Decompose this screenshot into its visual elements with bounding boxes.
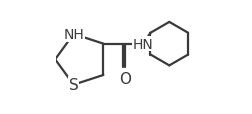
Text: O: O [119,71,131,86]
Text: HN: HN [133,37,154,51]
Text: NH: NH [63,28,84,42]
Text: S: S [69,78,78,92]
